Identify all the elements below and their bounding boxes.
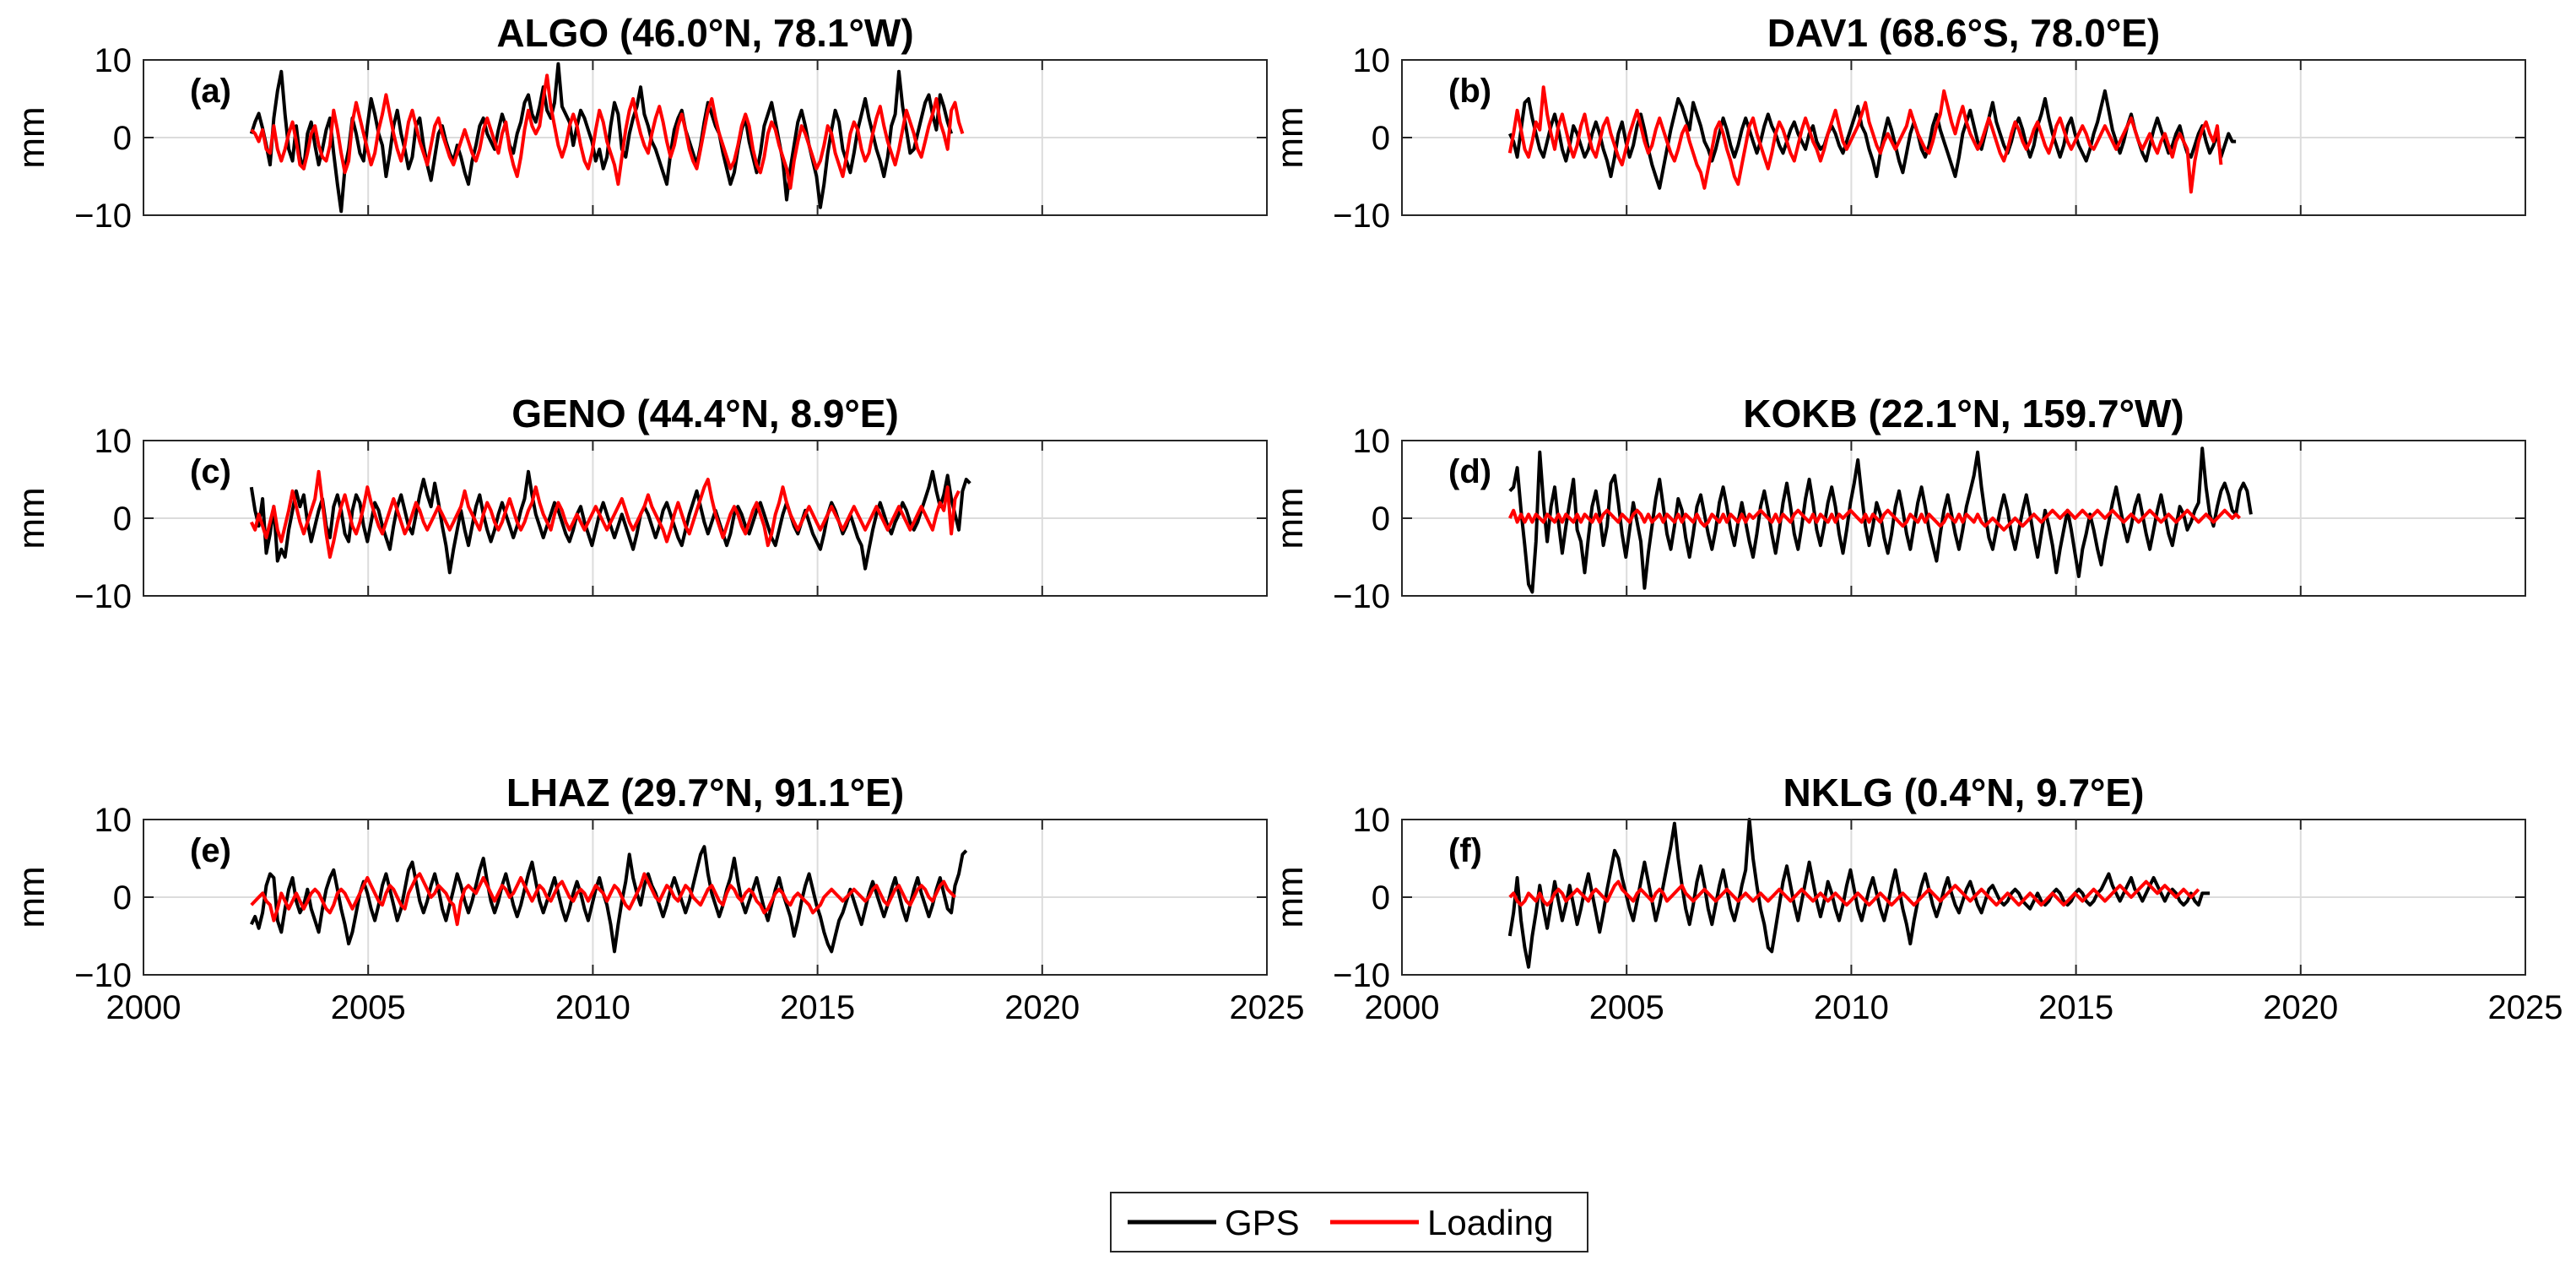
y-tick-label: 0 <box>113 879 132 917</box>
panel-label: (d) <box>1448 453 1491 490</box>
y-tick-label: 10 <box>1353 423 1391 460</box>
y-tick-label: 0 <box>1372 879 1390 917</box>
legend-label-gps: GPS <box>1225 1203 1300 1242</box>
series-line-loading <box>249 469 961 559</box>
x-tick-label: 2020 <box>2263 989 2338 1026</box>
panel-f: −10 0 10 2000 2005 2010 2015 2020 2025 mm NKLG (0.… <box>1269 771 2562 1026</box>
y-tick-label: −10 <box>1333 578 1390 615</box>
panel-label: (e) <box>190 832 231 869</box>
x-tick-label: 2000 <box>106 989 181 1026</box>
y-tick-label: 10 <box>95 802 133 839</box>
series-line-gps <box>1508 446 2253 594</box>
y-axis-label: mm <box>11 106 52 168</box>
panel-c: −10 0 10 mm GENO (44.4°N, 8.9°E) (c) <box>11 392 1268 615</box>
panel-e: −10 0 10 2000 2005 2010 2015 2020 2025 mm LHAZ (29… <box>11 771 1304 1026</box>
x-tick-label: 2025 <box>2488 989 2563 1026</box>
y-axis-label: mm <box>11 487 52 549</box>
series-line-loading <box>1507 508 2242 532</box>
panel-label: (a) <box>190 73 231 110</box>
panels-layer: −10 0 10 mm ALGO (46.0°N, 78.1°W) (a) −10 0 10 mm… <box>11 11 2562 1026</box>
series-line-loading <box>250 872 956 927</box>
panel-a: −10 0 10 mm ALGO (46.0°N, 78.1°W) (a) <box>11 11 1268 235</box>
panel-title: KOKB (22.1°N, 159.7°W) <box>1743 392 2184 436</box>
y-tick-label: 10 <box>1353 802 1391 839</box>
y-axis-label: mm <box>11 866 52 928</box>
y-tick-label: −10 <box>1333 957 1390 994</box>
y-tick-label: 0 <box>1372 500 1390 538</box>
panel-title: DAV1 (68.6°S, 78.0°E) <box>1767 11 2160 55</box>
y-tick-label: −10 <box>74 578 132 615</box>
x-tick-label: 2010 <box>1814 989 1889 1026</box>
y-tick-label: 10 <box>1353 42 1391 79</box>
panel-label: (c) <box>190 453 231 490</box>
series-line-loading <box>1507 85 2223 194</box>
y-tick-label: 10 <box>95 42 133 79</box>
x-tick-label: 2025 <box>1230 989 1305 1026</box>
x-tick-label: 2005 <box>1589 989 1664 1026</box>
y-tick-label: −10 <box>74 957 132 994</box>
y-axis-label: mm <box>1269 106 1311 168</box>
x-tick-label: 2005 <box>331 989 406 1026</box>
panel-d: −10 0 10 mm KOKB (22.1°N, 159.7°W) (d) <box>1269 392 2526 615</box>
y-tick-label: −10 <box>74 197 132 235</box>
y-tick-label: −10 <box>1333 197 1390 235</box>
panel-label: (f) <box>1448 832 1482 869</box>
panel-title: ALGO (46.0°N, 78.1°W) <box>496 11 913 55</box>
x-tick-label: 2015 <box>2038 989 2113 1026</box>
series-line-gps <box>1507 89 2237 190</box>
legend: GPS Loading <box>1110 1192 1588 1252</box>
x-tick-label: 2020 <box>1004 989 1080 1026</box>
y-tick-label: 0 <box>1372 120 1390 157</box>
series-line-loading <box>1508 879 2200 907</box>
x-tick-label: 2010 <box>555 989 630 1026</box>
series-line-gps <box>249 62 954 214</box>
x-tick-label: 2015 <box>780 989 855 1026</box>
series-line-gps <box>249 845 968 954</box>
series-line-loading <box>250 73 965 190</box>
y-tick-label: 10 <box>95 423 133 460</box>
legend-label-loading: Loading <box>1427 1203 1553 1242</box>
y-axis-label: mm <box>1269 487 1311 549</box>
y-tick-label: 0 <box>113 500 132 538</box>
x-tick-label: 2000 <box>1365 989 1440 1026</box>
panel-label: (b) <box>1448 73 1491 110</box>
y-axis-label: mm <box>1269 866 1311 928</box>
panel-title: NKLG (0.4°N, 9.7°E) <box>1783 771 2145 814</box>
panel-b: −10 0 10 mm DAV1 (68.6°S, 78.0°E) (b) <box>1269 11 2526 235</box>
panel-title: GENO (44.4°N, 8.9°E) <box>511 392 899 436</box>
y-tick-label: 0 <box>113 120 132 157</box>
panel-title: LHAZ (29.7°N, 91.1°E) <box>506 771 904 814</box>
